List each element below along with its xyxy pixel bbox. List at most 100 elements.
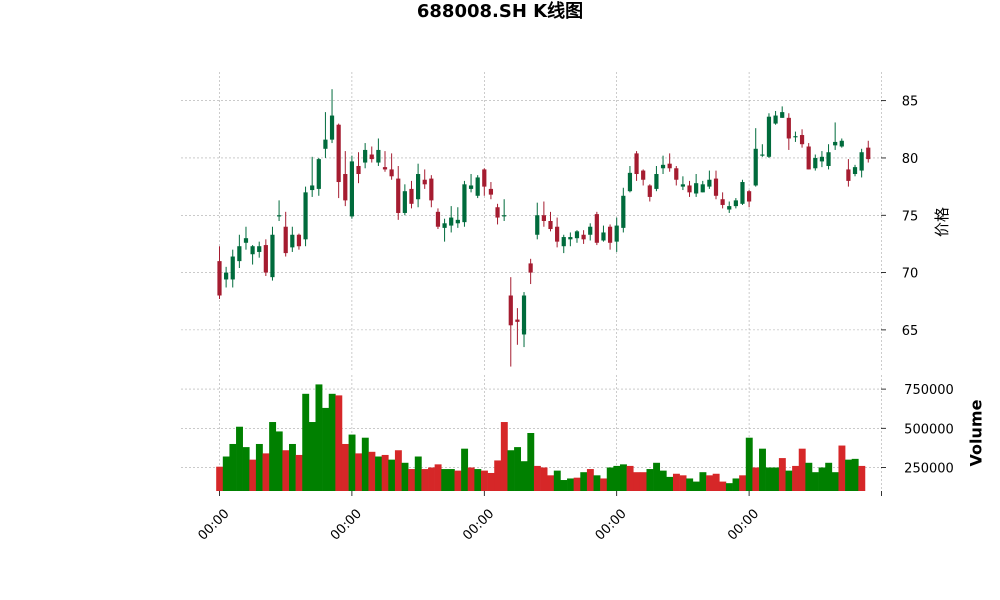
candle-body bbox=[237, 246, 242, 262]
candle-body bbox=[700, 184, 705, 193]
volume-y-tick-label: 750000 bbox=[904, 383, 954, 398]
candle-body bbox=[654, 174, 659, 189]
volume-bar bbox=[811, 472, 819, 491]
volume-bar bbox=[414, 456, 422, 491]
volume-bar bbox=[269, 422, 277, 491]
candle-body bbox=[806, 146, 811, 170]
candle-body bbox=[687, 185, 692, 193]
volume-bar bbox=[322, 407, 330, 491]
volume-bar bbox=[567, 478, 574, 491]
candle-body bbox=[435, 211, 441, 227]
candle-body bbox=[396, 178, 401, 213]
candle-body bbox=[813, 157, 818, 169]
volume-bar bbox=[355, 453, 363, 491]
volume-y-axis-label: Volume bbox=[967, 399, 986, 466]
volume-bar bbox=[408, 469, 416, 491]
candle-body bbox=[429, 178, 434, 201]
volume-bar bbox=[798, 448, 806, 491]
volume-bar bbox=[368, 451, 376, 491]
candle-body bbox=[416, 174, 421, 200]
candle-body bbox=[680, 184, 685, 187]
volume-bar bbox=[527, 433, 535, 491]
candle-body bbox=[826, 152, 831, 166]
volume-bar bbox=[514, 447, 522, 491]
x-tick-label: 00:00 bbox=[593, 506, 630, 543]
volume-bar bbox=[507, 450, 515, 491]
candle-body bbox=[442, 223, 447, 228]
volume-bar bbox=[831, 472, 839, 491]
volume-bar bbox=[216, 466, 224, 491]
volume-bar bbox=[858, 465, 866, 491]
candle-body bbox=[243, 238, 249, 243]
candle-body bbox=[634, 153, 639, 175]
volume-bar bbox=[328, 393, 336, 491]
volume-bar bbox=[639, 472, 647, 491]
candle-body bbox=[766, 116, 772, 157]
volume-bar bbox=[361, 437, 369, 491]
volume-bar bbox=[580, 472, 588, 491]
candle-body bbox=[409, 188, 414, 204]
candle-body bbox=[270, 234, 275, 278]
volume-bar bbox=[692, 481, 700, 491]
volume-bar bbox=[401, 462, 409, 491]
candle-body bbox=[773, 115, 778, 124]
volume-bar bbox=[825, 462, 833, 491]
volume-bar bbox=[553, 470, 561, 491]
volume-bar bbox=[626, 465, 634, 491]
candle-body bbox=[694, 183, 699, 194]
volume-bar bbox=[712, 473, 720, 491]
candle-body bbox=[224, 272, 229, 280]
volume-bar bbox=[752, 467, 760, 491]
candle-body bbox=[561, 237, 566, 247]
candle-body bbox=[290, 234, 295, 248]
candle-body bbox=[495, 207, 500, 218]
volume-bar bbox=[428, 467, 435, 491]
candle-body bbox=[310, 185, 315, 191]
candle-body bbox=[468, 185, 474, 189]
candle-body bbox=[329, 115, 335, 140]
volume-bar bbox=[295, 454, 303, 491]
price-y-axis-label: 价格 bbox=[933, 207, 951, 237]
price-y-tick-label: 75 bbox=[902, 209, 919, 224]
volume-bar bbox=[262, 453, 270, 491]
candle-body bbox=[846, 169, 851, 181]
candle-body bbox=[475, 177, 480, 196]
candle-body bbox=[819, 156, 825, 162]
x-tick-label: 00:00 bbox=[328, 506, 365, 543]
candle-body bbox=[283, 226, 288, 254]
candle-body bbox=[786, 117, 791, 139]
volume-bar bbox=[282, 450, 290, 491]
volume-bar bbox=[500, 422, 508, 491]
candle-body bbox=[859, 152, 864, 171]
volume-y-tick-label: 250000 bbox=[904, 461, 954, 476]
candle-body bbox=[720, 199, 725, 205]
volume-y-ticks: 250000 500000 750000 bbox=[881, 383, 954, 476]
volume-bar bbox=[792, 465, 800, 491]
volume-bar bbox=[480, 470, 488, 491]
candle-body bbox=[217, 261, 222, 296]
volume-bar bbox=[315, 384, 323, 491]
candle-body bbox=[230, 256, 235, 280]
volume-bar bbox=[633, 472, 641, 491]
candle-body bbox=[753, 148, 758, 186]
chart-title: 688008.SH K线图 bbox=[416, 1, 584, 22]
candle-body bbox=[793, 136, 798, 138]
candle-body bbox=[799, 135, 805, 145]
x-tick-label: 00:00 bbox=[725, 506, 762, 543]
candle-body bbox=[528, 263, 533, 273]
candle-body bbox=[660, 164, 666, 169]
candle-body bbox=[594, 214, 599, 243]
volume-bar bbox=[421, 469, 429, 491]
volume-bar bbox=[242, 447, 250, 491]
price-candles bbox=[217, 89, 871, 367]
volume-bar bbox=[236, 426, 243, 491]
volume-bar bbox=[765, 467, 773, 491]
candle-body bbox=[674, 168, 679, 180]
volume-bar bbox=[759, 448, 766, 491]
candle-body bbox=[555, 226, 560, 242]
volume-bar bbox=[533, 465, 541, 491]
volume-bar bbox=[725, 483, 733, 491]
volume-bar bbox=[520, 461, 528, 491]
candle-body bbox=[343, 174, 348, 201]
